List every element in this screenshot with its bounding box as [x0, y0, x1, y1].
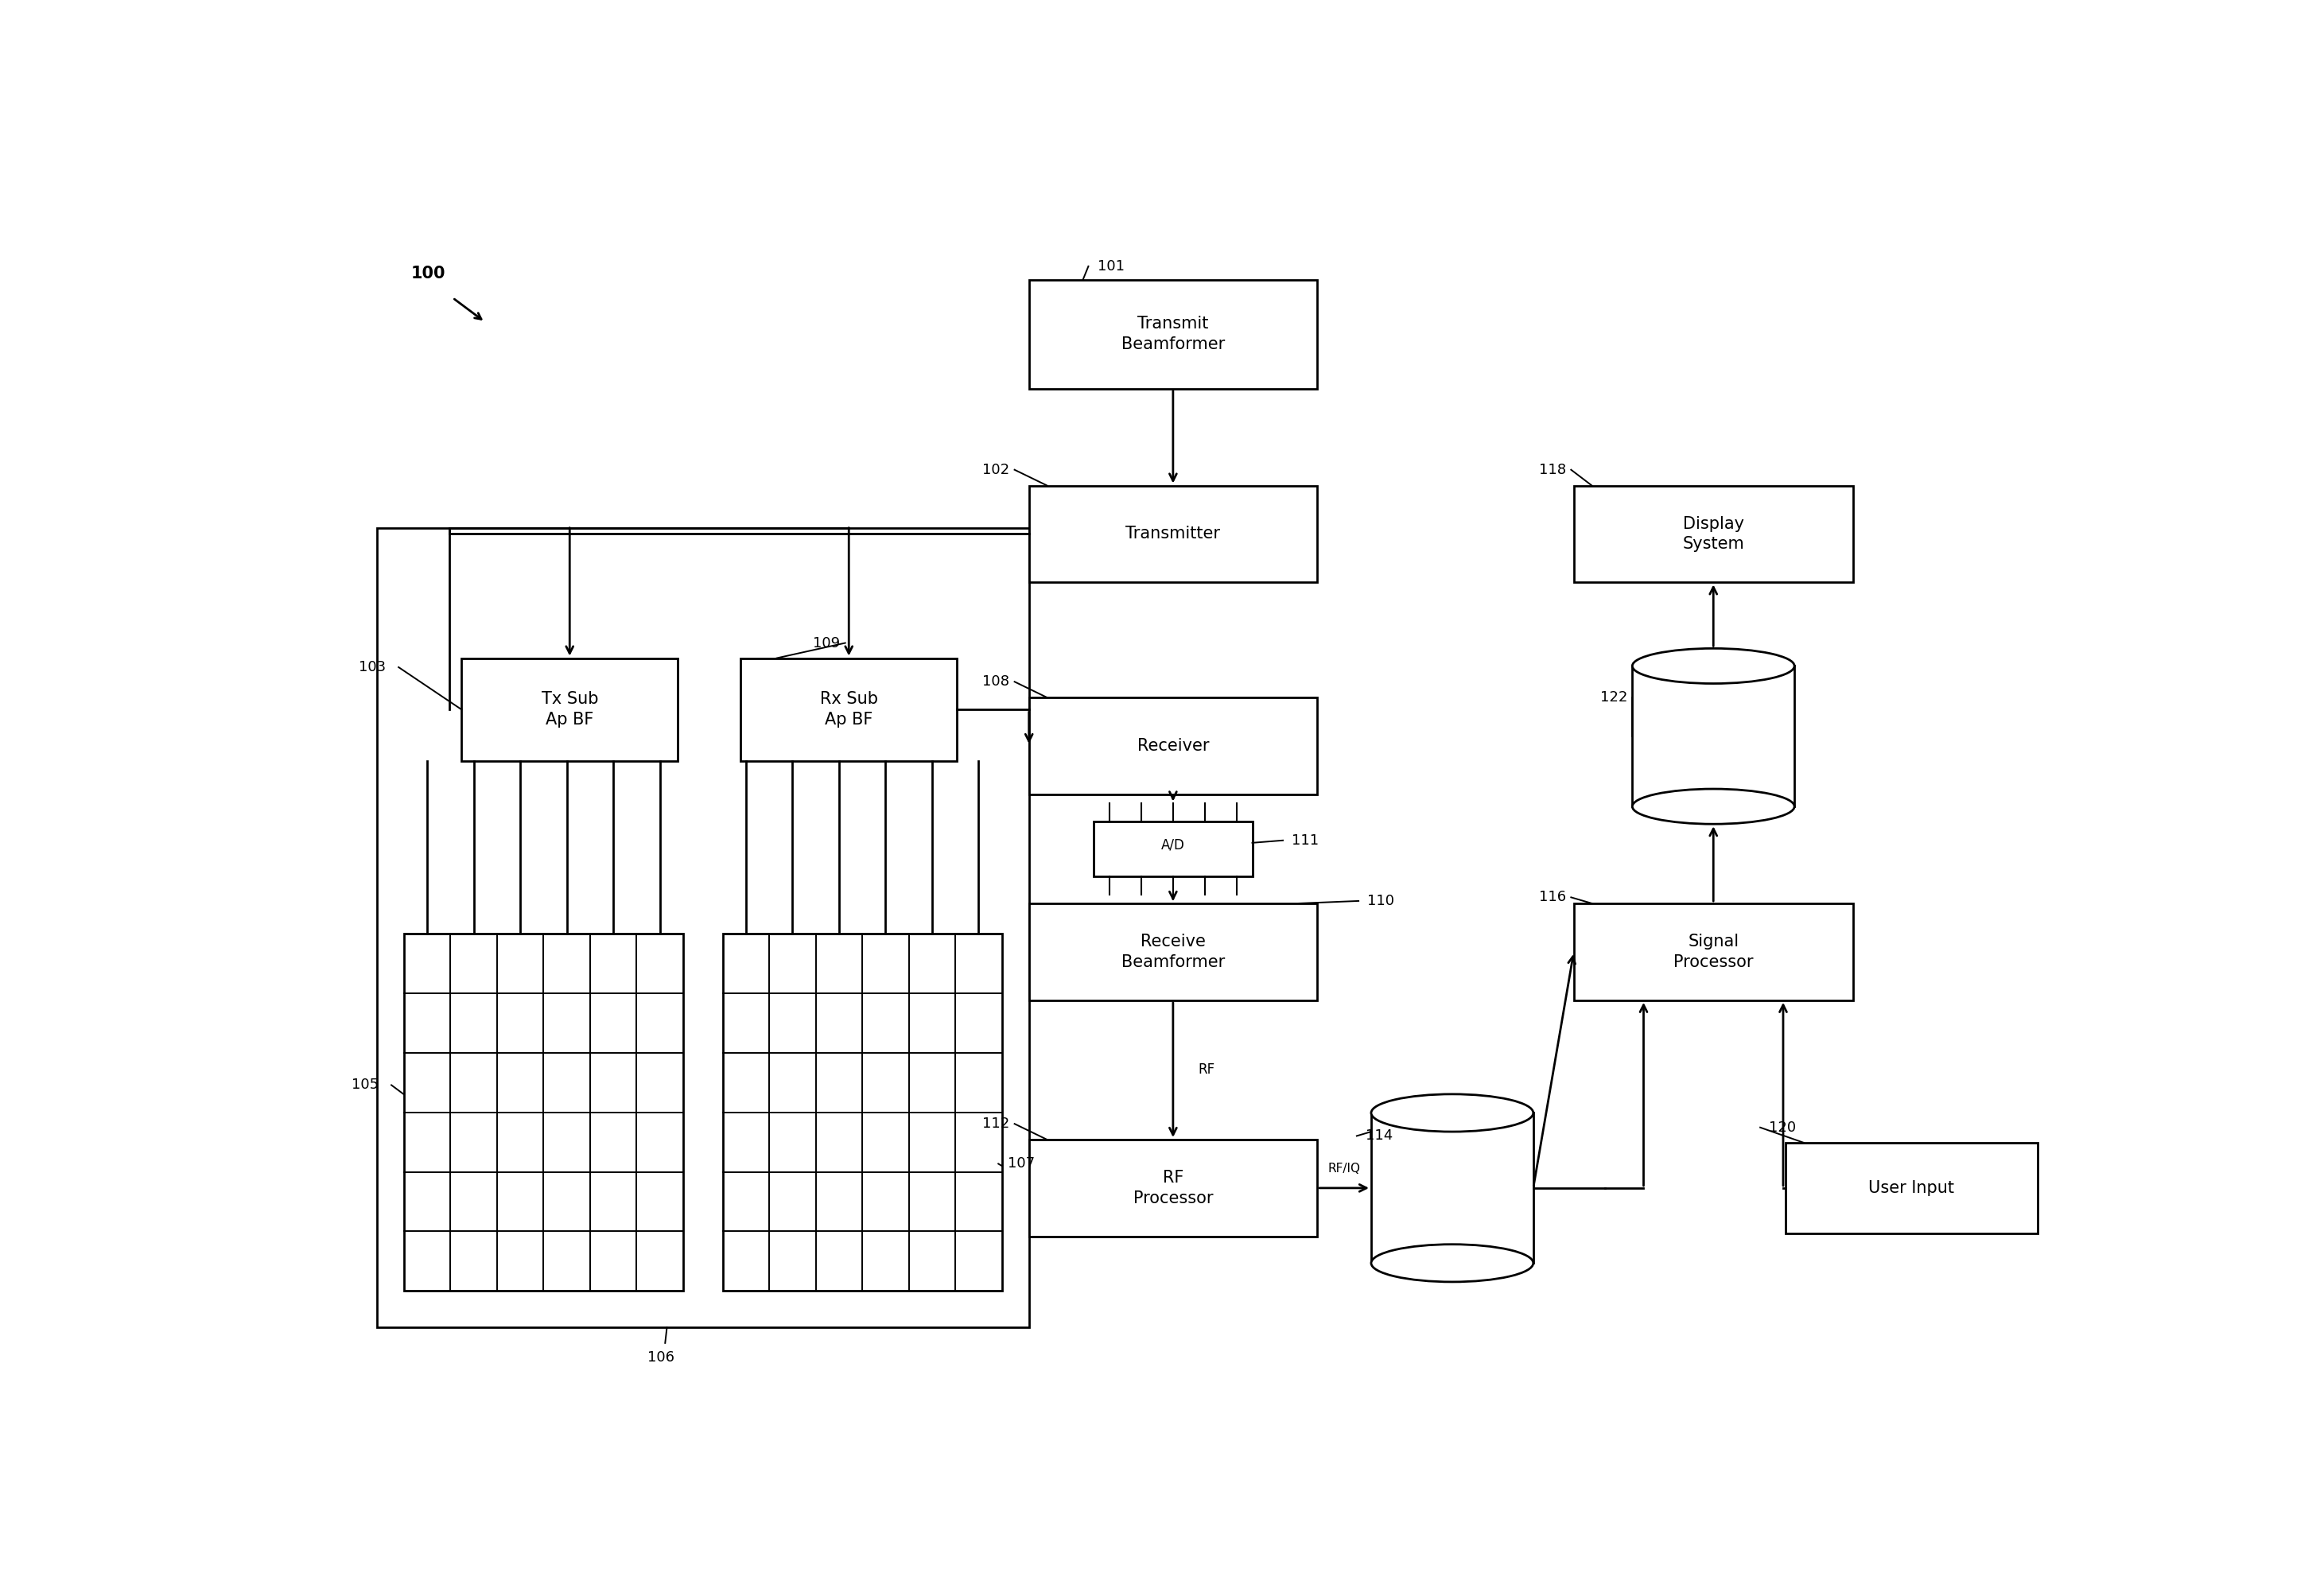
- Text: 120: 120: [1769, 1120, 1796, 1134]
- Text: Receive
Beamformer: Receive Beamformer: [1120, 934, 1225, 971]
- Text: Transmit
Beamformer: Transmit Beamformer: [1120, 316, 1225, 352]
- Text: Display
System: Display System: [1683, 516, 1745, 552]
- Bar: [1030, 1139, 1318, 1236]
- Text: A/D: A/D: [1162, 838, 1185, 853]
- Bar: [1573, 486, 1852, 582]
- Ellipse shape: [1631, 648, 1794, 684]
- Bar: [1030, 280, 1318, 389]
- Text: 108: 108: [983, 675, 1009, 689]
- Text: 100: 100: [411, 266, 446, 282]
- Text: 116: 116: [1538, 890, 1566, 904]
- Text: 114: 114: [1367, 1129, 1392, 1144]
- Text: 105: 105: [351, 1078, 379, 1092]
- Bar: [1785, 1142, 2038, 1233]
- Text: Rx Sub
Ap BF: Rx Sub Ap BF: [820, 692, 878, 728]
- Text: RF/IQ: RF/IQ: [1327, 1162, 1360, 1175]
- Ellipse shape: [1631, 790, 1794, 824]
- Text: Transmitter: Transmitter: [1125, 525, 1220, 543]
- Text: 109: 109: [813, 635, 839, 650]
- Bar: [723, 934, 1002, 1291]
- Text: 118: 118: [1538, 462, 1566, 477]
- Bar: [1030, 903, 1318, 1000]
- Text: 107: 107: [1006, 1156, 1034, 1170]
- Bar: [1095, 821, 1253, 876]
- Bar: [1030, 486, 1318, 582]
- Text: 122: 122: [1599, 691, 1627, 705]
- Bar: [1631, 665, 1794, 807]
- Text: Signal
Processor: Signal Processor: [1673, 934, 1752, 971]
- Bar: [1030, 697, 1318, 794]
- Text: Tx Sub
Ap BF: Tx Sub Ap BF: [541, 692, 597, 728]
- Text: 102: 102: [983, 462, 1009, 477]
- Text: 101: 101: [1097, 260, 1125, 274]
- Text: 112: 112: [983, 1117, 1009, 1131]
- Text: 106: 106: [646, 1350, 674, 1365]
- Bar: [1573, 903, 1852, 1000]
- Text: 111: 111: [1292, 834, 1320, 848]
- Bar: [376, 529, 1030, 1328]
- Text: 103: 103: [358, 661, 386, 675]
- Text: User Input: User Input: [1868, 1180, 1954, 1195]
- Ellipse shape: [1371, 1095, 1534, 1131]
- Ellipse shape: [1371, 1244, 1534, 1282]
- Text: RF: RF: [1199, 1063, 1215, 1078]
- Text: Receiver: Receiver: [1136, 738, 1208, 753]
- Bar: [404, 934, 683, 1291]
- Text: RF
Processor: RF Processor: [1134, 1170, 1213, 1206]
- Text: 110: 110: [1367, 893, 1394, 908]
- Bar: [462, 658, 679, 761]
- Bar: [1371, 1114, 1534, 1263]
- Bar: [741, 658, 957, 761]
